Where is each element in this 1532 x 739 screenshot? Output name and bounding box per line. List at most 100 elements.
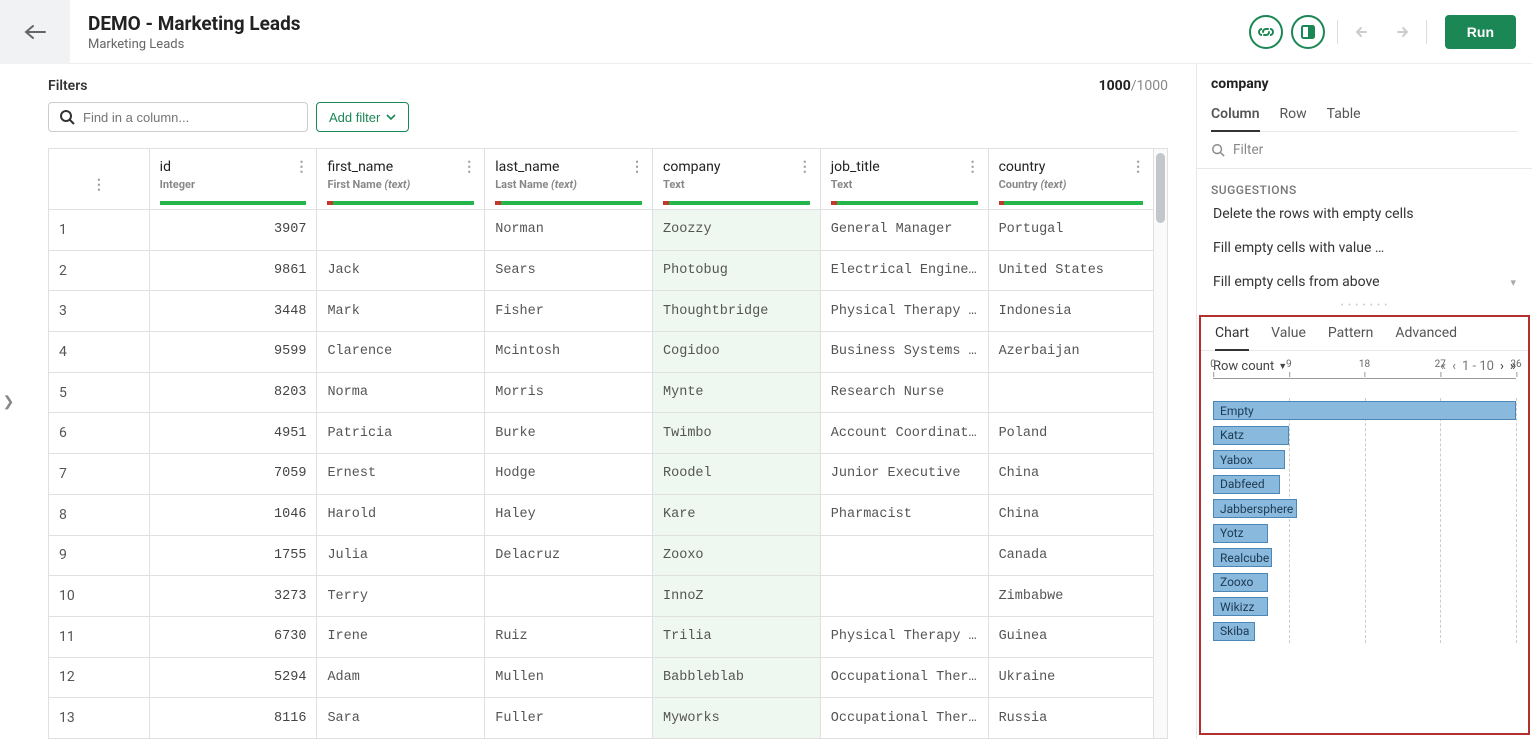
cell-first_name[interactable]: Adam: [317, 657, 485, 698]
cell-country[interactable]: Canada: [988, 535, 1154, 576]
cell-company[interactable]: Babbleblab: [653, 657, 821, 698]
cell-first_name[interactable]: Clarence: [317, 332, 485, 373]
cell-country[interactable]: Ukraine: [988, 657, 1154, 698]
suggestion-item[interactable]: Delete the rows with empty cells: [1211, 197, 1518, 231]
cell-last_name[interactable]: Morris: [485, 372, 653, 413]
chart-bar-row[interactable]: Skiba: [1213, 619, 1516, 644]
cell-last_name[interactable]: Fisher: [485, 291, 653, 332]
cell-country[interactable]: [988, 372, 1154, 413]
cell-first_name[interactable]: Irene: [317, 616, 485, 657]
chart-bar[interactable]: Yotz: [1213, 524, 1268, 543]
cell-id[interactable]: 7059: [149, 454, 317, 495]
pager-next-icon[interactable]: ›: [1500, 359, 1504, 374]
cell-first_name[interactable]: [317, 210, 485, 251]
cell-country[interactable]: China: [988, 454, 1154, 495]
row-menu-icon[interactable]: ⋮: [49, 149, 149, 193]
cell-id[interactable]: 9861: [149, 250, 317, 291]
column-name[interactable]: last_name: [495, 159, 642, 175]
inspector-tab-column[interactable]: Column: [1211, 106, 1260, 132]
run-button[interactable]: Run: [1445, 15, 1516, 49]
chart-bar[interactable]: Dabfeed: [1213, 475, 1280, 494]
layout-icon[interactable]: [1291, 15, 1325, 49]
cell-country[interactable]: Zimbabwe: [988, 576, 1154, 617]
cell-last_name[interactable]: Norman: [485, 210, 653, 251]
cell-job_title[interactable]: Research Nurse: [820, 372, 988, 413]
cell-country[interactable]: Portugal: [988, 210, 1154, 251]
chart-bar[interactable]: Wikizz: [1213, 597, 1268, 616]
column-name[interactable]: first_name: [327, 159, 474, 175]
chart-tab-value[interactable]: Value: [1271, 325, 1306, 350]
link-icon[interactable]: [1249, 15, 1283, 49]
suggestion-item[interactable]: Fill empty cells with value …: [1211, 231, 1518, 265]
cell-id[interactable]: 3907: [149, 210, 317, 251]
cell-last_name[interactable]: Haley: [485, 494, 653, 535]
cell-id[interactable]: 9599: [149, 332, 317, 373]
cell-company[interactable]: Roodel: [653, 454, 821, 495]
cell-last_name[interactable]: Delacruz: [485, 535, 653, 576]
cell-country[interactable]: Indonesia: [988, 291, 1154, 332]
cell-job_title[interactable]: Electrical Engineer: [820, 250, 988, 291]
chart-bar-row[interactable]: Zooxo: [1213, 570, 1516, 595]
column-search-input[interactable]: [48, 102, 308, 132]
cell-country[interactable]: Poland: [988, 413, 1154, 454]
column-name[interactable]: company: [663, 159, 810, 175]
cell-job_title[interactable]: Account Coordinator: [820, 413, 988, 454]
cell-country[interactable]: Guinea: [988, 616, 1154, 657]
chart-bar[interactable]: Realcube: [1213, 548, 1272, 567]
cell-company[interactable]: InnoZ: [653, 576, 821, 617]
chart-tab-pattern[interactable]: Pattern: [1328, 325, 1373, 350]
column-menu-icon[interactable]: ⋮: [966, 159, 980, 175]
cell-country[interactable]: Russia: [988, 698, 1154, 739]
cell-id[interactable]: 4951: [149, 413, 317, 454]
cell-company[interactable]: Zoozzy: [653, 210, 821, 251]
chart-bar-row[interactable]: Wikizz: [1213, 594, 1516, 619]
chart-bar[interactable]: Zooxo: [1213, 573, 1268, 592]
cell-company[interactable]: Mynte: [653, 372, 821, 413]
resize-handle[interactable]: • • • • • • •: [1197, 299, 1532, 313]
left-panel-toggle[interactable]: ❯: [0, 64, 18, 739]
column-name[interactable]: id: [160, 159, 307, 175]
chart-bar-row[interactable]: Realcube: [1213, 545, 1516, 570]
cell-first_name[interactable]: Norma: [317, 372, 485, 413]
cell-id[interactable]: 1046: [149, 494, 317, 535]
cell-first_name[interactable]: Ernest: [317, 454, 485, 495]
inspector-filter-input[interactable]: Filter: [1197, 132, 1532, 169]
cell-job_title[interactable]: Business Systems D…: [820, 332, 988, 373]
cell-job_title[interactable]: Physical Therapy A…: [820, 616, 988, 657]
chart-tab-advanced[interactable]: Advanced: [1395, 325, 1457, 350]
cell-first_name[interactable]: Mark: [317, 291, 485, 332]
cell-job_title[interactable]: Occupational Thera…: [820, 698, 988, 739]
cell-company[interactable]: Trilia: [653, 616, 821, 657]
add-filter-button[interactable]: Add filter: [316, 102, 409, 132]
cell-job_title[interactable]: [820, 576, 988, 617]
table-row[interactable]: 116730IreneRuizTriliaPhysical Therapy A……: [49, 616, 1154, 657]
chart-bar-row[interactable]: Yabox: [1213, 447, 1516, 472]
column-menu-icon[interactable]: ⋮: [294, 159, 308, 175]
chart-bar-row[interactable]: Empty: [1213, 398, 1516, 423]
cell-id[interactable]: 5294: [149, 657, 317, 698]
cell-company[interactable]: Photobug: [653, 250, 821, 291]
inspector-tab-row[interactable]: Row: [1280, 106, 1307, 131]
cell-job_title[interactable]: [820, 535, 988, 576]
chart-bar-row[interactable]: Jabbersphere: [1213, 496, 1516, 521]
column-search-field[interactable]: [83, 110, 297, 125]
chart-bar-row[interactable]: Katz: [1213, 423, 1516, 448]
cell-id[interactable]: 1755: [149, 535, 317, 576]
table-row[interactable]: 81046HaroldHaleyKarePharmacistChina: [49, 494, 1154, 535]
chart-bar[interactable]: Empty: [1213, 401, 1516, 420]
cell-last_name[interactable]: Fuller: [485, 698, 653, 739]
cell-company[interactable]: Myworks: [653, 698, 821, 739]
cell-company[interactable]: Cogidoo: [653, 332, 821, 373]
cell-first_name[interactable]: Jack: [317, 250, 485, 291]
cell-country[interactable]: Azerbaijan: [988, 332, 1154, 373]
chart-bar-row[interactable]: Yotz: [1213, 521, 1516, 546]
column-name[interactable]: job_title: [831, 159, 978, 175]
cell-job_title[interactable]: Physical Therapy A…: [820, 291, 988, 332]
cell-job_title[interactable]: Pharmacist: [820, 494, 988, 535]
cell-id[interactable]: 3273: [149, 576, 317, 617]
chart-bar[interactable]: Jabbersphere: [1213, 499, 1297, 518]
column-menu-icon[interactable]: ⋮: [462, 159, 476, 175]
table-row[interactable]: 33448MarkFisherThoughtbridgePhysical The…: [49, 291, 1154, 332]
cell-id[interactable]: 6730: [149, 616, 317, 657]
table-row[interactable]: 138116SaraFullerMyworksOccupational Ther…: [49, 698, 1154, 739]
